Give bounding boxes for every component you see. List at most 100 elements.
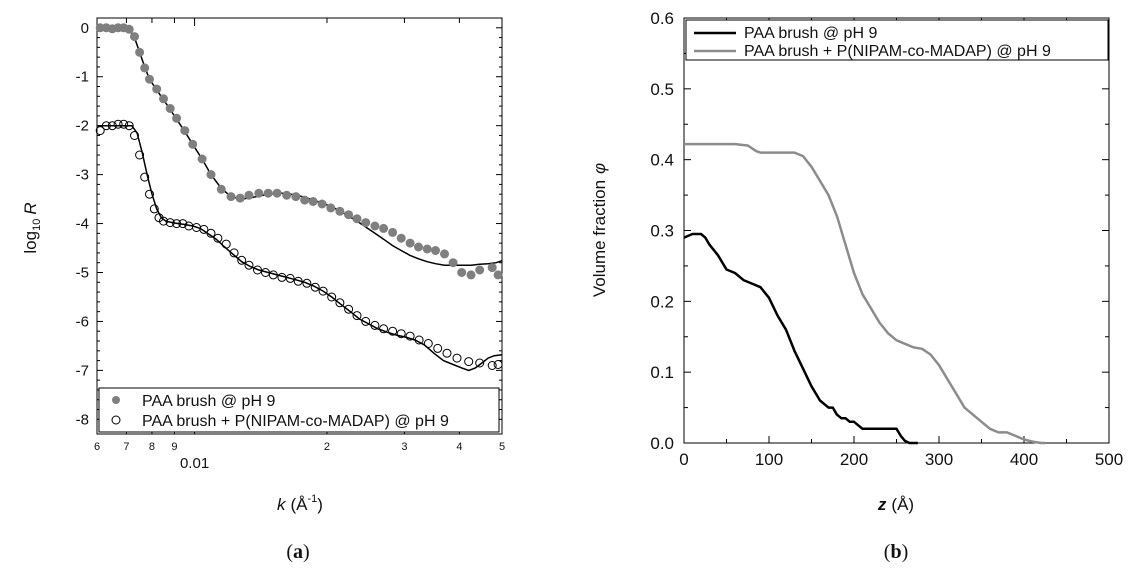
data-point [300,195,310,205]
legend: PAA brush @ pH 9 PAA brush + P(NIPAM-co-… [685,19,1109,61]
y-tick-label: -4 [76,216,89,233]
panel-label-a-close: ) [303,541,310,563]
data-point [361,218,371,228]
y-axis: 0 -1 -2 -3 -4 -5 -6 -7 -8 [76,17,502,428]
series-line-2 [684,142,1046,445]
x-tick-label: 200 [840,450,868,469]
data-point [285,273,295,283]
data-point [423,339,433,348]
data-point [466,270,476,280]
x-tick-label: 7 [123,441,129,453]
data-point [310,282,320,292]
data-point [159,216,168,226]
x-tick-label: 400 [1010,450,1038,469]
data-point [165,104,175,113]
panel-label-b-letter: b [890,541,901,563]
y-tick-label: -1 [76,69,89,86]
y-axis-label-prefix: log [21,231,40,254]
panel-label-b-open: ( [884,541,891,563]
data-point [457,268,467,277]
x-tick-label: 0.01 [180,455,209,472]
data-point [405,238,415,248]
data-point [145,74,154,84]
data-point [216,184,226,194]
data-point [433,343,443,353]
profile-lines [683,142,1046,445]
x-tick-label: 3 [401,441,407,453]
plot-frame [96,17,503,435]
data-point [172,113,182,123]
fit-line-2 [97,124,503,372]
legend-marker-filled [112,396,120,404]
data-point [475,358,485,368]
data-point [326,203,336,213]
legend-marker-open [111,415,121,425]
data-point [140,63,150,73]
data-point [124,24,134,34]
data-point [327,292,337,302]
data-point [388,326,398,336]
x-tick-label: 0 [679,450,688,469]
data-point [154,213,164,223]
data-point [452,353,462,363]
data-point [206,170,216,180]
panel-b-volume-fraction-chart: 0.0 0.1 0.2 0.3 0.4 0.5 0.6 0 100 200 300 400 500 V… [590,9,1123,563]
y-axis-label-text: Volume fraction [590,180,609,297]
data-point [302,278,312,288]
y-axis: 0.0 0.1 0.2 0.3 0.4 0.5 0.6 [650,9,1109,453]
data-point [388,227,398,237]
data-point [226,192,236,202]
data-point [140,172,150,182]
y-tick-label: 0.3 [650,222,674,241]
legend-label-series-1: PAA brush @ pH 9 [142,393,275,410]
y-tick-label: 0.1 [650,363,674,382]
data-point [291,192,301,202]
data-point [361,316,371,326]
data-point [254,188,264,198]
x-axis: 0 100 200 300 400 500 [679,18,1123,469]
x-tick-label: 6 [94,441,100,453]
y-tick-label: 0.0 [650,434,674,453]
y-axis-label-variable: φ [590,163,609,174]
data-point [172,219,182,229]
data-point [344,210,354,220]
data-point [263,188,273,198]
series-line-1 [683,232,918,445]
legend: PAA brush @ pH 9 PAA brush + P(NIPAM-co-… [98,387,500,433]
x-tick-label: 4 [456,441,462,453]
series-2-points [95,119,503,370]
data-point [487,361,497,370]
panel-label-a-open: ( [286,541,293,563]
panel-label-a-letter: a [293,541,303,563]
panel-label-b-close: ) [902,541,909,563]
data-point [119,119,129,129]
x-axis-label-variable: z [877,495,887,514]
data-point [107,121,117,131]
panel-a-reflectivity-chart: 0-1-2-3-4-5-6-7-8 6 7 8 90.012 3 4 5 log10R k(… [21,17,505,563]
data-point [440,249,449,259]
data-point [244,260,254,270]
data-point [352,214,362,224]
data-point [370,320,380,330]
data-point [206,228,216,238]
data-point [101,121,111,131]
legend-label-series-2: PAA brush + P(NIPAM-co-MADAP) @ pH 9 [744,43,1051,60]
data-point [405,331,415,341]
data-point [95,126,105,136]
data-points [95,23,503,370]
data-point [448,258,458,268]
legend-box [685,19,1109,61]
legend-label-series-1: PAA brush @ pH 9 [744,25,877,42]
x-axis-label-unit: (Å) [891,495,914,514]
data-point [235,193,245,203]
y-tick-label: 0.4 [650,151,674,170]
x-axis-label-unit: (Å [291,495,309,514]
data-point [352,311,362,321]
x-axis-label-superscript: -1 [308,493,318,505]
data-point [431,246,440,255]
data-point [493,270,503,280]
data-point [379,324,389,334]
data-point [396,233,406,243]
y-tick-label: 0 [81,20,89,37]
data-point [253,265,262,275]
